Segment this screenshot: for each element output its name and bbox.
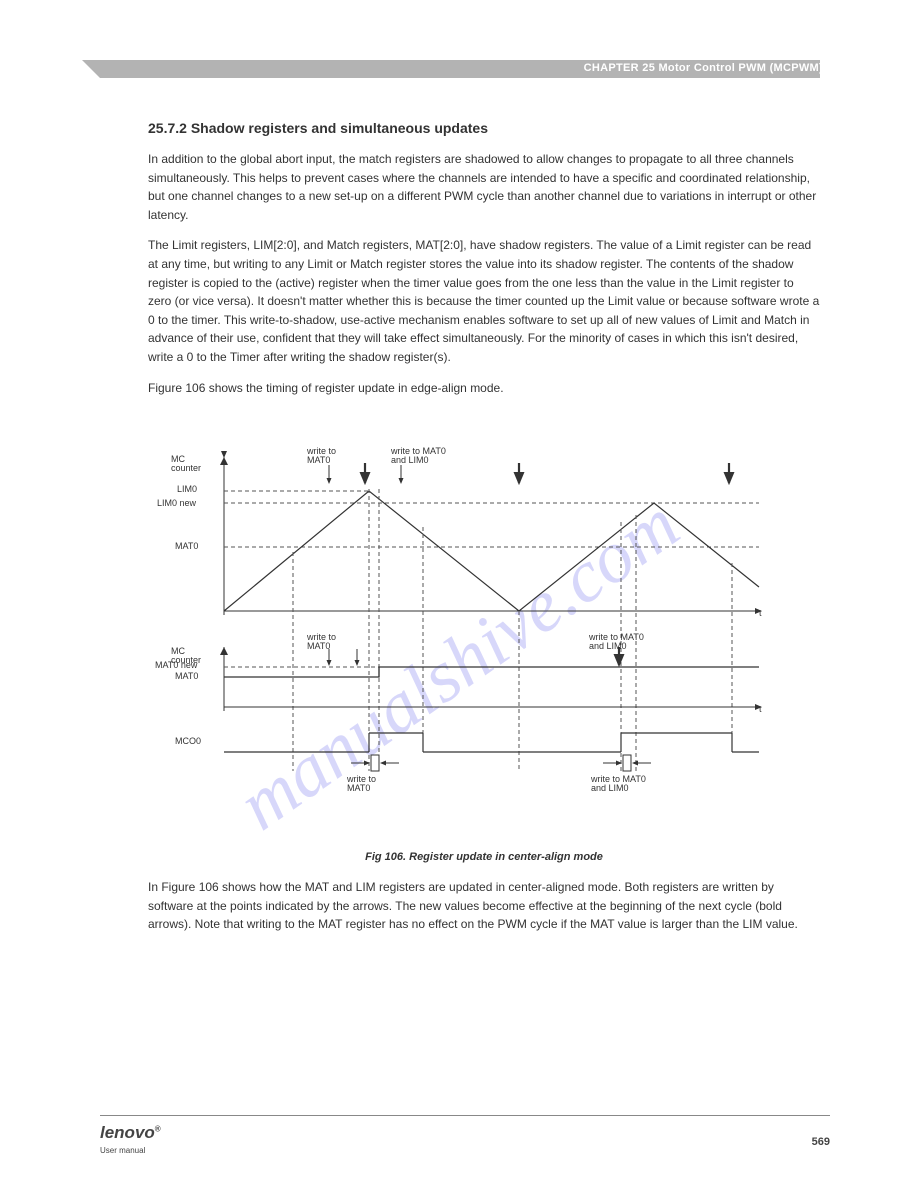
label-lim0: LIM0 — [177, 485, 197, 494]
section-heading: 25.7.2 Shadow registers and simultaneous… — [148, 120, 820, 136]
footer-brand: lenovo® — [100, 1123, 161, 1143]
paragraph-1: In addition to the global abort input, t… — [148, 150, 820, 224]
label-write-mat0-lim0-btm: write to MAT0and LIM0 — [591, 775, 646, 793]
paragraph-3: Figure 106 shows the timing of register … — [148, 379, 820, 398]
paragraph-2: The Limit registers, LIM[2:0], and Match… — [148, 236, 820, 366]
label-write-mat0-mid: write toMAT0 — [307, 633, 336, 651]
header-chapter-title: CHAPTER 25 Motor Control PWM (MCPWM) — [584, 62, 823, 74]
main-content: 25.7.2 Shadow registers and simultaneous… — [100, 120, 830, 934]
figure-caption: Fig 106. Register update in center-align… — [148, 849, 820, 866]
footer-page-number: 569 — [812, 1136, 830, 1148]
label-t-top: t — [759, 609, 762, 618]
label-mco0: MCO0 — [175, 737, 201, 746]
timing-diagram-svg — [199, 427, 769, 827]
label-t-mid: t — [759, 705, 762, 714]
label-write-mat0-btm: write toMAT0 — [347, 775, 376, 793]
label-write-mat0-lim0-mid: write to MAT0and LIM0 — [589, 633, 644, 651]
label-mat0-mid: MAT0 — [175, 672, 198, 681]
footer-caption: User manual — [100, 1146, 145, 1155]
footer-divider — [100, 1115, 830, 1116]
label-mc-counter-top: MCcounter — [171, 455, 201, 473]
label-write-mat0-lim0-top: write to MAT0and LIM0 — [391, 447, 446, 465]
label-mat0-new-mid: MAT0 new — [155, 661, 197, 670]
label-mat0-top: MAT0 — [175, 542, 198, 551]
paragraph-bottom: In Figure 106 shows how the MAT and LIM … — [148, 878, 820, 934]
label-lim0-new: LIM0 new — [157, 499, 196, 508]
figure-106-diagram: MCcounter LIM0 LIM0 new MAT0 t write toM… — [199, 427, 769, 827]
label-write-mat0-top: write toMAT0 — [307, 447, 336, 465]
